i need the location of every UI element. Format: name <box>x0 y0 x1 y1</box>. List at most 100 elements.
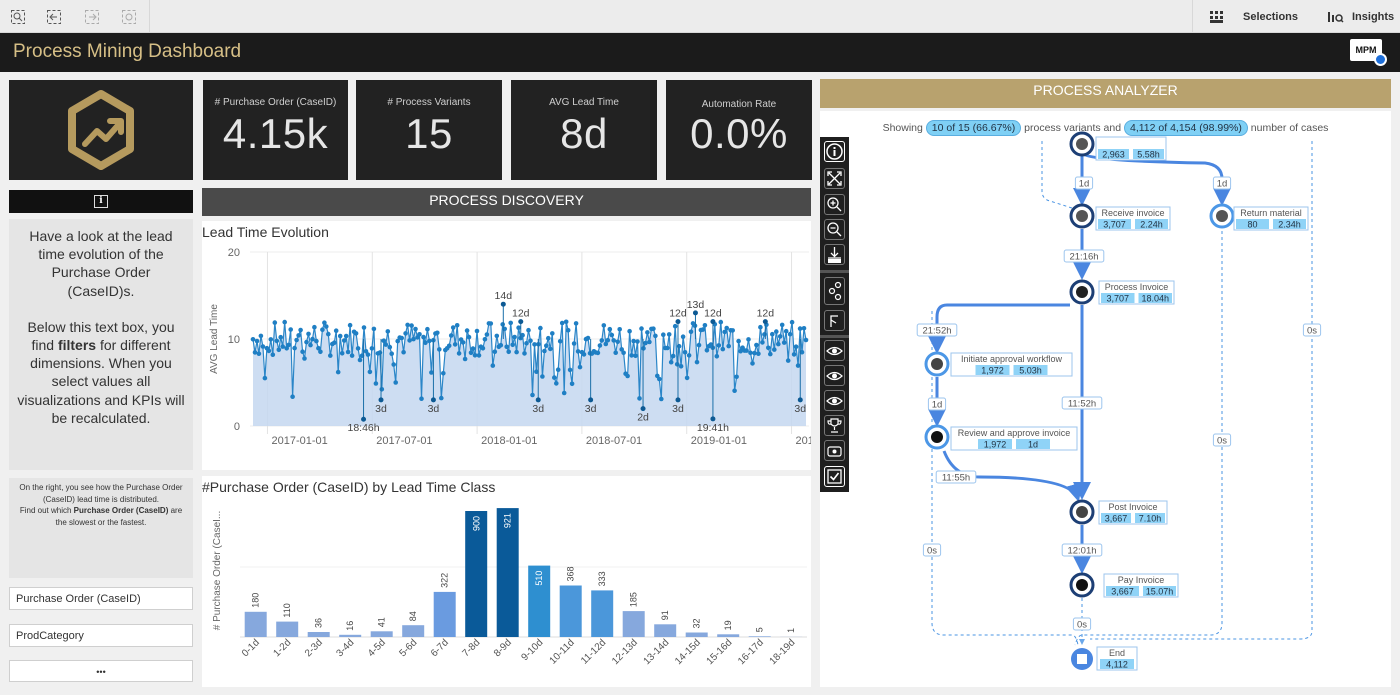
eye-settings-icon[interactable] <box>824 390 845 411</box>
line-point[interactable] <box>385 329 391 334</box>
line-point[interactable] <box>395 338 400 344</box>
line-point[interactable] <box>716 343 722 348</box>
line-point[interactable] <box>776 341 781 347</box>
trophy-icon[interactable] <box>824 415 845 436</box>
line-point[interactable] <box>292 345 297 351</box>
lead-time-line-chart[interactable]: 0 10 20 2017-01-01 2017-07-01 2018-01-01 2018-… <box>202 221 811 470</box>
line-point[interactable] <box>686 353 692 358</box>
eye-icon[interactable] <box>824 365 845 386</box>
line-point[interactable] <box>310 336 315 342</box>
line-point[interactable] <box>464 328 470 333</box>
line-point[interactable] <box>777 334 783 339</box>
variants-icon[interactable] <box>824 440 845 461</box>
line-point[interactable] <box>335 369 341 375</box>
line-point[interactable] <box>738 348 743 354</box>
line-point[interactable] <box>544 343 549 348</box>
line-point[interactable] <box>645 330 650 335</box>
line-point[interactable] <box>294 337 299 343</box>
line-point[interactable] <box>651 326 656 331</box>
line-point[interactable] <box>446 343 452 349</box>
line-annotation-point[interactable] <box>430 397 436 403</box>
line-point[interactable] <box>516 325 521 330</box>
kpi-purchase-orders[interactable]: # Purchase Order (CaseID) 4.15k <box>203 80 348 180</box>
bar[interactable] <box>622 611 645 637</box>
kpi-avg-lead-time[interactable]: AVG Lead Time 8d <box>511 80 657 180</box>
fit-screen-icon[interactable] <box>824 168 845 189</box>
bar[interactable] <box>496 508 519 637</box>
line-point[interactable] <box>736 338 741 344</box>
line-point[interactable] <box>435 330 440 336</box>
process-node-return[interactable]: Return material 80 2.34h <box>1209 203 1309 231</box>
line-point[interactable] <box>353 331 359 336</box>
line-point[interactable] <box>754 342 759 348</box>
filter-prodcategory[interactable]: ProdCategory <box>9 624 193 647</box>
line-point[interactable] <box>724 325 729 331</box>
line-point[interactable] <box>611 338 616 343</box>
line-point[interactable] <box>625 373 630 379</box>
line-annotation-point[interactable] <box>797 397 803 403</box>
eye-plus-icon[interactable] <box>824 340 845 361</box>
line-point[interactable] <box>746 337 751 342</box>
line-point[interactable] <box>670 353 676 359</box>
line-point[interactable] <box>571 341 577 346</box>
zoom-in-icon[interactable] <box>824 194 845 215</box>
line-point[interactable] <box>760 340 765 345</box>
line-point[interactable] <box>637 396 642 401</box>
line-point[interactable] <box>783 328 789 334</box>
line-point[interactable] <box>603 341 609 347</box>
line-point[interactable] <box>343 333 349 339</box>
line-point[interactable] <box>506 349 512 355</box>
line-annotation-point[interactable] <box>710 319 716 325</box>
line-point[interactable] <box>615 339 620 345</box>
line-point[interactable] <box>565 328 571 333</box>
line-point[interactable] <box>700 327 706 332</box>
line-point[interactable] <box>429 370 434 375</box>
line-point[interactable] <box>682 350 688 355</box>
line-point[interactable] <box>393 380 398 385</box>
line-point[interactable] <box>678 364 684 369</box>
line-point[interactable] <box>270 352 276 357</box>
line-point[interactable] <box>383 342 389 347</box>
line-point[interactable] <box>688 329 694 335</box>
line-point[interactable] <box>268 337 274 342</box>
zoom-out-icon[interactable] <box>824 219 845 240</box>
line-point[interactable] <box>405 322 410 328</box>
line-point[interactable] <box>488 321 494 326</box>
line-point[interactable] <box>559 320 565 326</box>
line-annotation-point[interactable] <box>692 310 698 316</box>
line-annotation-point[interactable] <box>361 416 367 422</box>
line-point[interactable] <box>684 375 690 381</box>
variants-badge[interactable]: 10 of 15 (66.67%) <box>925 120 1022 136</box>
line-point[interactable] <box>569 381 575 387</box>
line-point[interactable] <box>460 340 466 345</box>
line-point[interactable] <box>801 326 807 331</box>
line-point[interactable] <box>555 367 561 372</box>
line-annotation-point[interactable] <box>588 397 594 403</box>
line-point[interactable] <box>371 326 377 332</box>
line-point[interactable] <box>369 346 375 351</box>
line-point[interactable] <box>258 333 264 339</box>
line-point[interactable] <box>744 348 749 353</box>
line-point[interactable] <box>462 356 468 362</box>
line-point[interactable] <box>621 350 626 356</box>
line-point[interactable] <box>304 339 309 345</box>
line-point[interactable] <box>772 347 777 352</box>
line-point[interactable] <box>803 337 809 343</box>
line-point[interactable] <box>696 342 702 348</box>
line-point[interactable] <box>425 326 430 332</box>
line-point[interactable] <box>619 347 624 352</box>
info-circle-icon[interactable] <box>824 141 845 162</box>
line-point[interactable] <box>349 353 355 358</box>
path-filter-icon[interactable] <box>824 310 845 331</box>
line-point[interactable] <box>762 332 767 337</box>
line-point[interactable] <box>714 354 720 359</box>
line-point[interactable] <box>357 357 363 363</box>
line-point[interactable] <box>278 334 283 340</box>
line-annotation-point[interactable] <box>640 406 646 412</box>
line-point[interactable] <box>492 349 498 354</box>
line-point[interactable] <box>456 351 462 356</box>
line-point[interactable] <box>339 351 345 356</box>
line-point[interactable] <box>617 327 622 332</box>
line-point[interactable] <box>752 350 757 356</box>
line-point[interactable] <box>552 375 557 380</box>
